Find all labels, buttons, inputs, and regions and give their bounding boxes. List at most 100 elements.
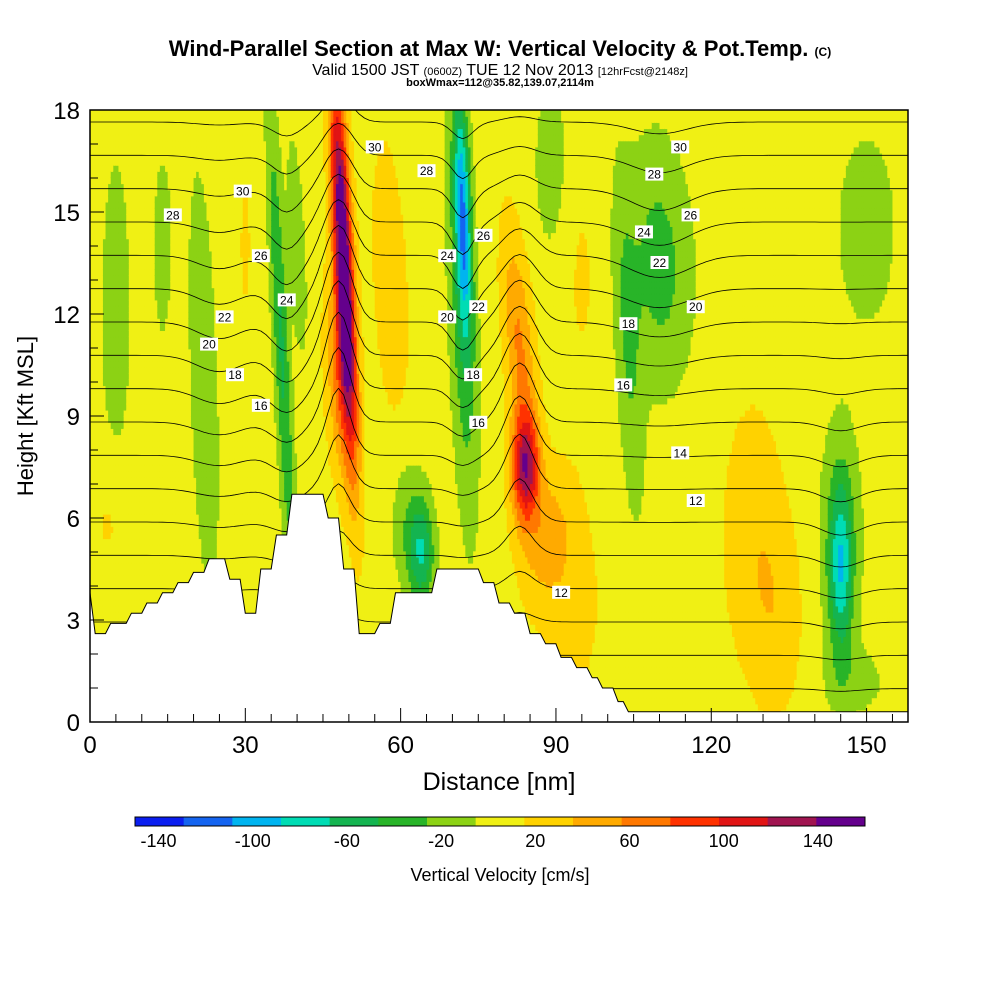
velocity-cell	[108, 158, 112, 166]
velocity-cell	[100, 256, 104, 264]
velocity-cell	[105, 624, 109, 631]
velocity-cell	[97, 483, 102, 491]
velocity-cell	[139, 538, 143, 546]
velocity-cell	[136, 256, 140, 264]
velocity-cell	[136, 495, 140, 503]
velocity-cell	[126, 477, 130, 485]
velocity-cell	[141, 140, 146, 148]
velocity-cell	[162, 489, 166, 497]
velocity-cell	[92, 569, 96, 576]
velocity-cell	[121, 605, 125, 613]
velocity-cell	[126, 471, 130, 478]
velocity-cell	[97, 617, 102, 625]
velocity-cell	[110, 134, 114, 142]
velocity-cell	[100, 269, 104, 276]
velocity-cell	[92, 183, 96, 191]
velocity-cell	[165, 238, 169, 246]
velocity-cell	[128, 311, 133, 319]
velocity-cell	[95, 134, 99, 142]
velocity-cell	[102, 464, 107, 472]
velocity-cell	[121, 446, 125, 454]
velocity-cell	[154, 477, 159, 485]
velocity-cell	[154, 556, 159, 564]
velocity-cell	[105, 305, 109, 313]
velocity-cell	[97, 513, 102, 521]
velocity-cell	[141, 146, 146, 154]
velocity-cell	[146, 201, 151, 209]
velocity-cell	[165, 397, 169, 405]
velocity-cell	[97, 538, 102, 546]
velocity-cell	[149, 195, 153, 203]
velocity-cell	[108, 220, 112, 227]
velocity-cell	[90, 220, 94, 227]
velocity-cell	[159, 275, 164, 283]
velocity-cell	[100, 562, 104, 570]
velocity-cell	[90, 379, 94, 387]
velocity-cell	[152, 452, 156, 460]
velocity-cell	[154, 526, 159, 533]
velocity-cell	[152, 575, 156, 582]
velocity-cell	[165, 422, 169, 429]
velocity-cell	[144, 226, 148, 234]
velocity-cell	[141, 483, 146, 491]
velocity-cell	[159, 373, 164, 380]
velocity-cell	[139, 446, 143, 454]
velocity-cell	[95, 116, 99, 123]
velocity-cell	[159, 409, 164, 417]
velocity-cell	[144, 324, 148, 332]
velocity-cell	[165, 122, 169, 130]
velocity-cell	[144, 183, 148, 191]
velocity-cell	[126, 544, 130, 552]
velocity-cell	[121, 428, 125, 436]
velocity-cell	[167, 354, 171, 362]
velocity-cell	[126, 416, 130, 423]
velocity-cell	[121, 244, 125, 252]
velocity-cell	[108, 207, 112, 215]
velocity-cell	[162, 116, 166, 123]
velocity-cell	[126, 158, 130, 166]
velocity-cell	[123, 189, 127, 197]
velocity-cell	[110, 434, 114, 442]
velocity-cell	[149, 324, 153, 332]
velocity-cell	[102, 305, 107, 313]
velocity-cell	[165, 471, 169, 478]
velocity-cell	[159, 165, 164, 172]
velocity-cell	[102, 311, 107, 319]
velocity-cell	[97, 458, 102, 466]
velocity-cell	[113, 489, 117, 497]
velocity-cell	[108, 311, 112, 319]
velocity-cell	[110, 409, 114, 417]
velocity-cell	[97, 409, 102, 417]
velocity-cell	[90, 483, 94, 491]
velocity-cell	[131, 207, 135, 215]
velocity-cell	[100, 520, 104, 527]
velocity-cell	[121, 311, 125, 319]
velocity-cell	[149, 318, 153, 325]
velocity-cell	[102, 330, 107, 338]
velocity-cell	[167, 177, 171, 185]
velocity-cell	[126, 367, 130, 374]
velocity-cell	[97, 165, 102, 172]
velocity-cell	[159, 562, 164, 570]
velocity-cell	[92, 263, 96, 270]
velocity-cell	[165, 311, 169, 319]
velocity-cell	[146, 244, 151, 252]
velocity-cell	[136, 367, 140, 374]
velocity-cell	[154, 201, 159, 209]
velocity-cell	[162, 263, 166, 270]
velocity-cell	[108, 171, 112, 179]
velocity-cell	[157, 250, 161, 258]
velocity-cell	[123, 569, 127, 576]
velocity-cell	[159, 489, 164, 497]
velocity-cell	[146, 134, 151, 142]
velocity-cell	[105, 575, 109, 582]
velocity-cell	[95, 177, 99, 185]
velocity-cell	[159, 342, 164, 350]
velocity-cell	[167, 250, 171, 258]
velocity-cell	[92, 379, 96, 387]
velocity-cell	[90, 550, 94, 558]
velocity-cell	[134, 391, 138, 399]
velocity-cell	[113, 446, 117, 454]
velocity-cell	[131, 263, 135, 270]
velocity-cell	[136, 318, 140, 325]
